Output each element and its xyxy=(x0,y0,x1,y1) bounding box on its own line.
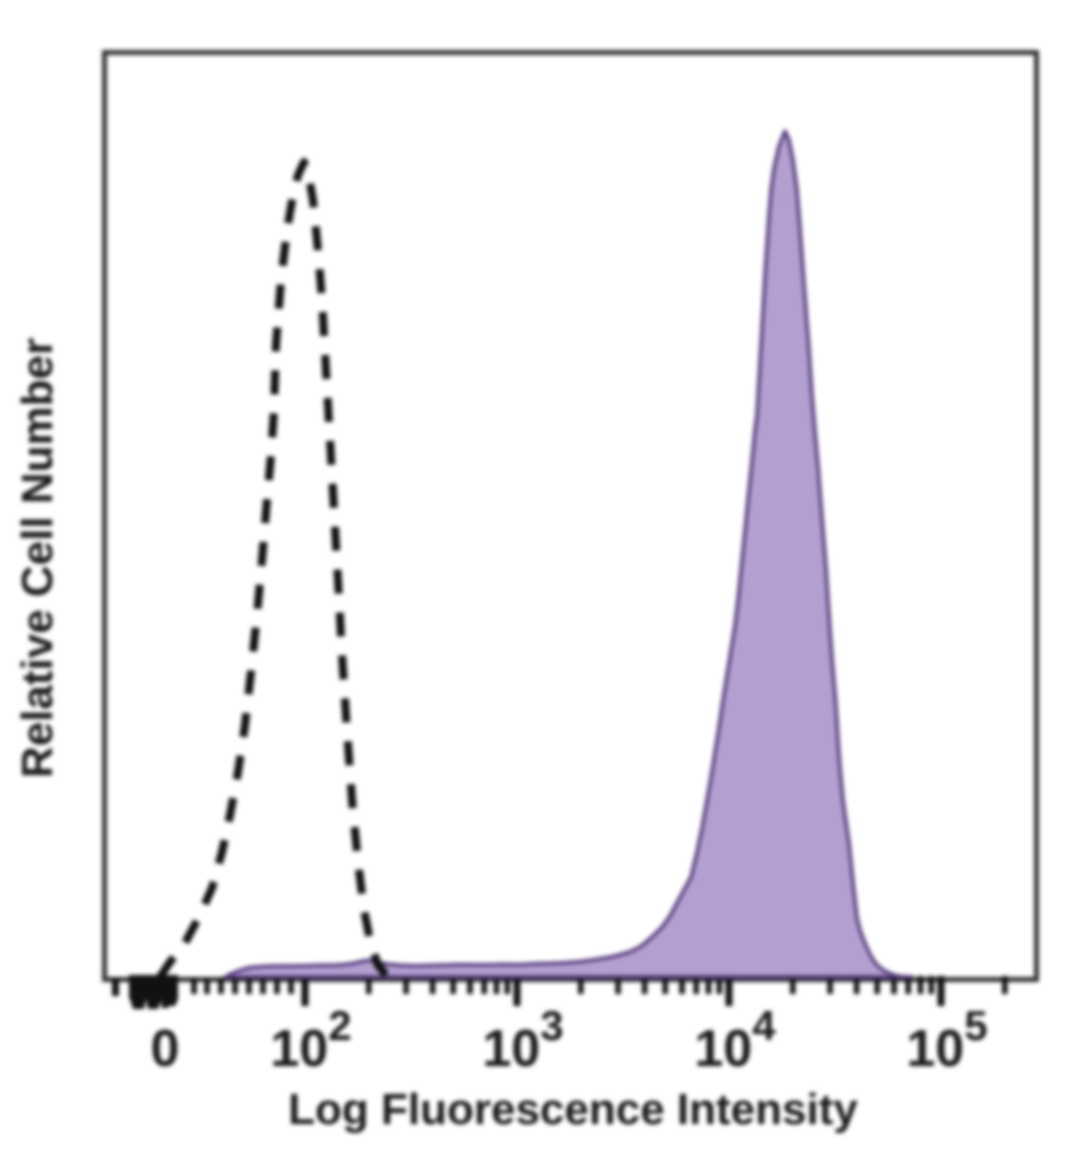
svg-text:104: 104 xyxy=(694,1002,776,1078)
svg-text:Relative Cell Number: Relative Cell Number xyxy=(13,338,62,778)
svg-text:0: 0 xyxy=(151,1020,180,1078)
svg-text:105: 105 xyxy=(906,1002,987,1078)
svg-text:103: 103 xyxy=(482,1002,563,1078)
svg-text:102: 102 xyxy=(270,1002,351,1078)
svg-text:Log Fluorescence Intensity: Log Fluorescence Intensity xyxy=(288,1085,858,1134)
